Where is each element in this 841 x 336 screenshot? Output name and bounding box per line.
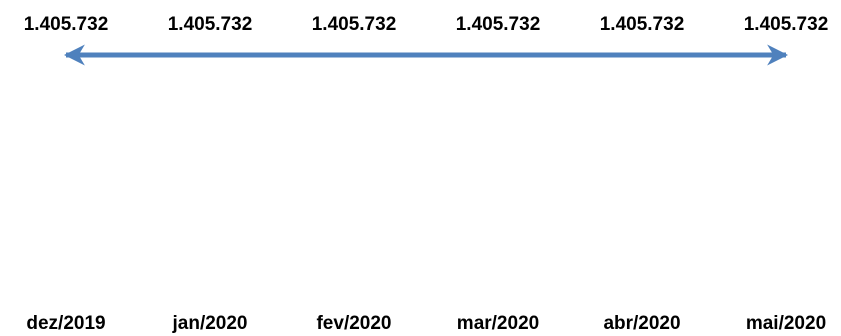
x-tick-label: mar/2020 [457,313,539,334]
data-label: 1.405.732 [24,14,109,35]
data-label: 1.405.732 [312,14,397,35]
x-tick-label: mai/2020 [746,313,826,334]
data-label: 1.405.732 [456,14,541,35]
x-tick-label: jan/2020 [172,313,248,334]
plot-area: 1.405.732 1.405.732 1.405.732 1.405.732 1.40… [24,14,829,334]
data-label: 1.405.732 [168,14,253,35]
data-label: 1.405.732 [744,14,829,35]
x-tick-label: dez/2019 [26,313,105,334]
x-tick-label: fev/2020 [316,313,391,334]
data-label: 1.405.732 [600,14,685,35]
x-tick-label: abr/2020 [603,313,680,334]
